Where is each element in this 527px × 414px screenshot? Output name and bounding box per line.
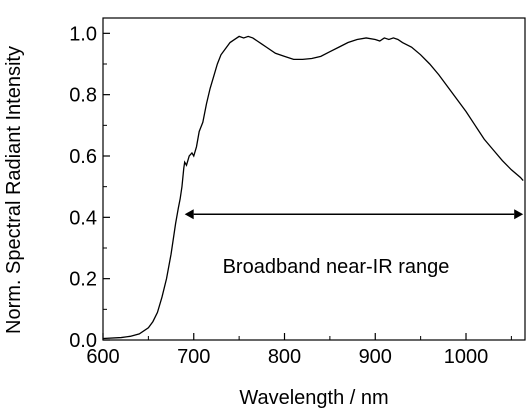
y-tick-label: 0.8: [69, 85, 97, 107]
y-tick-label: 0.2: [69, 269, 97, 291]
x-axis-title: Wavelength / nm: [239, 387, 388, 409]
x-tick-label: 1000: [444, 346, 489, 368]
arrow-head-left: [184, 209, 194, 220]
y-tick-label: 0.4: [69, 207, 97, 229]
spectrum-line: [102, 35, 524, 340]
plot-frame: [102, 17, 526, 341]
y-tick-label: 1.0: [69, 23, 97, 45]
y-axis: 0.0 0.2 0.4 0.6 0.8 1.0: [69, 23, 110, 352]
y-axis-title: Norm. Spectral Radiant Intensity: [3, 46, 25, 334]
range-annotation: Broadband near-IR range: [223, 256, 450, 278]
plot-area: [102, 17, 526, 341]
x-tick-label: 700: [177, 346, 210, 368]
x-tick-label: 600: [86, 346, 119, 368]
x-tick-label: 800: [268, 346, 301, 368]
arrow-head-right: [514, 209, 524, 220]
range-arrow: [184, 209, 524, 220]
y-tick-label: 0.0: [69, 330, 97, 352]
y-tick-label: 0.6: [69, 146, 97, 168]
x-tick-label: 900: [359, 346, 392, 368]
x-axis: 600 700 800 900 1000: [86, 333, 512, 368]
